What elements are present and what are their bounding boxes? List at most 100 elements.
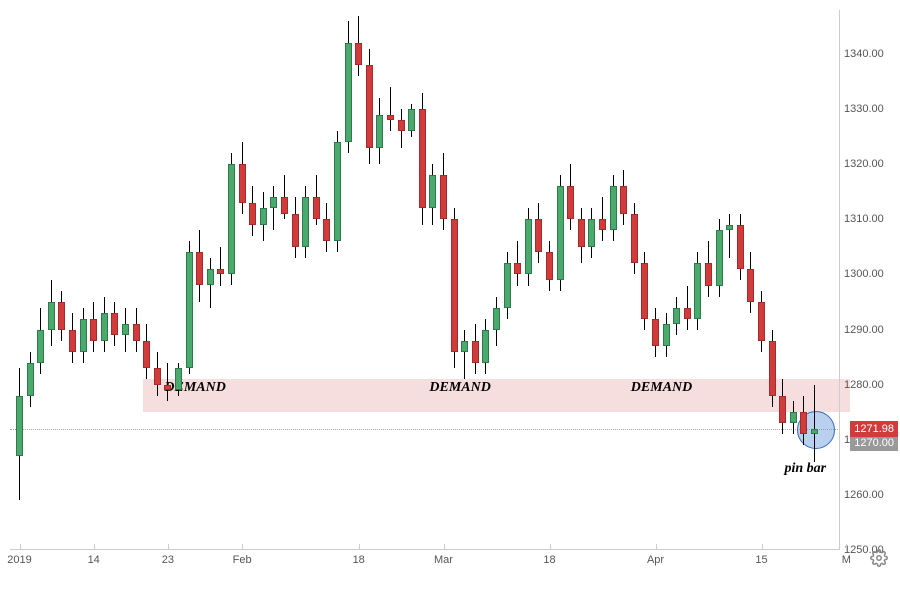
candle-body[interactable] [323, 219, 330, 241]
candle-body[interactable] [228, 164, 235, 274]
candle-body[interactable] [387, 115, 394, 121]
candle-body[interactable] [270, 197, 277, 208]
candle-body[interactable] [482, 330, 489, 363]
candle-body[interactable] [800, 412, 807, 434]
y-axis: 1250.001260.001270.001280.001290.001300.… [839, 10, 900, 550]
candle-body[interactable] [461, 341, 468, 352]
candle-body[interactable] [673, 308, 680, 325]
candle-body[interactable] [334, 142, 341, 241]
candle-body[interactable] [546, 252, 553, 280]
candle-body[interactable] [599, 219, 606, 230]
candle-body[interactable] [37, 330, 44, 363]
x-tick-label: 18 [353, 554, 365, 566]
candle-body[interactable] [154, 368, 161, 385]
candle-body[interactable] [90, 319, 97, 341]
candle-body[interactable] [631, 214, 638, 264]
candle-body[interactable] [239, 164, 246, 203]
candle-body[interactable] [366, 65, 373, 148]
candle-body[interactable] [514, 263, 521, 274]
candle-body[interactable] [578, 219, 585, 247]
candle-body[interactable] [811, 429, 818, 435]
candle-body[interactable] [737, 225, 744, 269]
candle-body[interactable] [164, 385, 171, 391]
candle-body[interactable] [207, 269, 214, 286]
x-tick-label: Apr [647, 554, 664, 566]
x-tick-label: M [842, 554, 851, 566]
candle-body[interactable] [376, 115, 383, 148]
x-tick-label: Mar [434, 554, 453, 566]
candle-body[interactable] [429, 175, 436, 208]
current-price-line [10, 429, 840, 430]
candle-body[interactable] [398, 120, 405, 131]
candle-body[interactable] [769, 341, 776, 396]
candle-body[interactable] [355, 43, 362, 65]
candle-body[interactable] [493, 308, 500, 330]
y-tick-label: 1280.00 [844, 379, 884, 391]
candle-body[interactable] [58, 302, 65, 330]
candle-body[interactable] [588, 219, 595, 247]
demand-label: DEMAND [429, 380, 490, 396]
candle-body[interactable] [663, 324, 670, 346]
candle-body[interactable] [758, 302, 765, 341]
candle-body[interactable] [567, 186, 574, 219]
candle-body[interactable] [684, 308, 691, 319]
candle-body[interactable] [175, 368, 182, 390]
candle-body[interactable] [419, 109, 426, 208]
candlestick-chart: pin bar 1250.001260.001270.001280.001290… [0, 0, 900, 600]
candle-wick [167, 363, 168, 402]
x-tick-label: Feb [233, 554, 252, 566]
candle-body[interactable] [716, 230, 723, 285]
candle-body[interactable] [302, 197, 309, 247]
candle-body[interactable] [122, 324, 129, 335]
y-tick-label: 1310.00 [844, 213, 884, 225]
candle-body[interactable] [535, 219, 542, 252]
settings-gear-icon[interactable] [870, 549, 888, 572]
candle-body[interactable] [408, 109, 415, 131]
candle-wick [464, 330, 465, 380]
candle-body[interactable] [281, 197, 288, 214]
candle-body[interactable] [16, 396, 23, 457]
candle-body[interactable] [345, 43, 352, 142]
candle-body[interactable] [747, 269, 754, 302]
candle-body[interactable] [620, 186, 627, 214]
candle-body[interactable] [101, 313, 108, 341]
candle-body[interactable] [217, 269, 224, 275]
candle-body[interactable] [292, 214, 299, 247]
candle-body[interactable] [641, 263, 648, 318]
x-tick-label: 2019 [7, 554, 31, 566]
candle-body[interactable] [186, 252, 193, 368]
candle-body[interactable] [48, 302, 55, 330]
price-tag: 1271.98 [850, 421, 898, 437]
candle-body[interactable] [260, 208, 267, 225]
y-tick-label: 1290.00 [844, 324, 884, 336]
candle-body[interactable] [525, 219, 532, 274]
candle-body[interactable] [249, 203, 256, 225]
demand-label: DEMAND [631, 380, 692, 396]
candle-body[interactable] [790, 412, 797, 423]
candle-body[interactable] [451, 219, 458, 351]
candle-body[interactable] [133, 324, 140, 341]
candle-body[interactable] [111, 313, 118, 335]
demand-label: DEMAND [164, 380, 225, 396]
candle-wick [390, 87, 391, 131]
candle-body[interactable] [610, 186, 617, 230]
candle-body[interactable] [705, 263, 712, 285]
price-tag-secondary: 1270.00 [850, 435, 898, 451]
candle-body[interactable] [779, 396, 786, 424]
candle-body[interactable] [440, 175, 447, 219]
candle-body[interactable] [726, 225, 733, 231]
candle-body[interactable] [694, 263, 701, 318]
candle-body[interactable] [80, 319, 87, 352]
candle-body[interactable] [196, 252, 203, 285]
candle-body[interactable] [313, 197, 320, 219]
candle-body[interactable] [504, 263, 511, 307]
candle-body[interactable] [557, 186, 564, 280]
candle-body[interactable] [652, 319, 659, 347]
candle-body[interactable] [472, 341, 479, 363]
x-tick-label: 18 [543, 554, 555, 566]
x-tick-label: 15 [755, 554, 767, 566]
candle-body[interactable] [27, 363, 34, 396]
candle-body[interactable] [69, 330, 76, 352]
candle-body[interactable] [143, 341, 150, 369]
y-tick-label: 1320.00 [844, 158, 884, 170]
